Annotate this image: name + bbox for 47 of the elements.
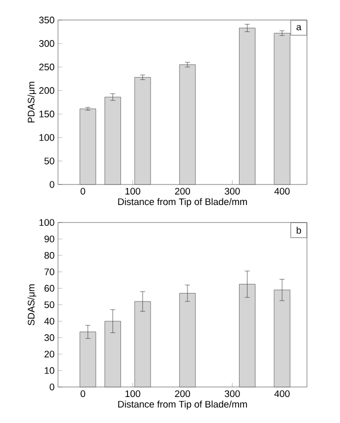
bar (104, 96, 121, 185)
y-tick-label: 0 (50, 384, 54, 390)
bar (134, 301, 151, 388)
bar (179, 64, 196, 185)
y-tick-label: 20 (44, 350, 54, 358)
y-tick-label: 10 (44, 367, 54, 374)
y-tick-label: 50 (44, 158, 54, 164)
bar (179, 293, 196, 388)
y-axis-title: PDAS/μm (28, 82, 36, 122)
y-tick-label: 70 (44, 268, 54, 276)
y-tick-label: 60 (44, 284, 54, 292)
y-tick-label: 30 (44, 334, 54, 342)
x-tick-label: 400 (274, 188, 290, 195)
y-tick-label: 90 (44, 236, 54, 242)
x-axis-title: Distance from Tip of Blade/mm (118, 198, 247, 207)
x-tick-label: 300 (224, 390, 240, 398)
x-tick-label: 100 (125, 188, 140, 195)
x-tick-label: 100 (125, 390, 140, 398)
y-tick-label: 250 (39, 64, 54, 70)
annotation: b (296, 226, 302, 234)
x-tick-label: 200 (175, 390, 190, 398)
y-axis-title: SDAS/μm (28, 284, 36, 326)
y-tick-label: 300 (39, 40, 54, 47)
y-tick-label: 40 (44, 318, 54, 325)
x-tick-label: 0 (80, 188, 86, 195)
x-tick-label: 200 (175, 188, 190, 195)
bar (134, 77, 151, 185)
x-tick-label: 400 (274, 390, 290, 398)
bar (80, 332, 96, 388)
bar (274, 32, 290, 185)
bar (104, 320, 121, 388)
y-tick-label: 350 (39, 16, 54, 24)
y-tick-label: 150 (40, 110, 54, 118)
y-tick-label: 100 (40, 134, 54, 141)
y-tick-label: 0 (50, 181, 54, 188)
bar (239, 284, 256, 388)
bar (239, 28, 256, 185)
x-tick-label: 300 (224, 188, 240, 195)
x-axis-title: Distance from Tip of Blade/mm (118, 400, 247, 410)
bar (274, 290, 290, 388)
y-tick-label: 100 (40, 219, 54, 226)
bar (80, 108, 96, 185)
y-tick-label: 80 (44, 252, 54, 259)
y-tick-label: 50 (44, 301, 54, 308)
y-tick-label: 200 (39, 87, 54, 94)
annotation: a (296, 25, 302, 30)
x-tick-label: 0 (80, 390, 86, 398)
